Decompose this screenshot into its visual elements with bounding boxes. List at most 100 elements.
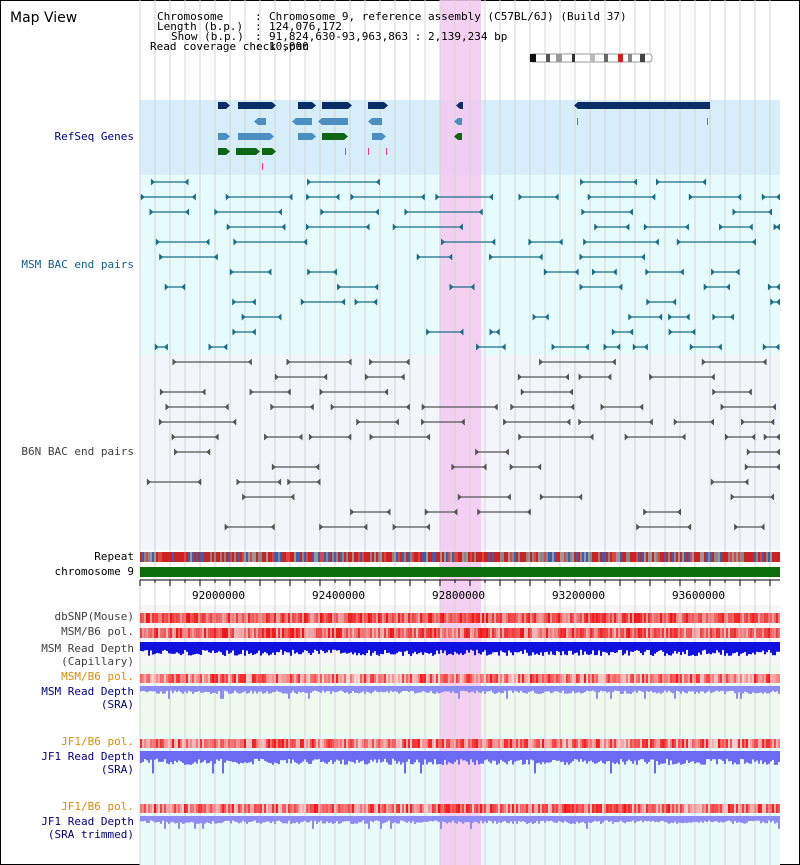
read-depth-bar [490, 751, 492, 764]
bac-end-marker [772, 403, 777, 411]
read-depth-bar [288, 642, 290, 653]
polymorphism-cell [312, 613, 314, 623]
read-depth-bar [338, 686, 340, 692]
polymorphism-cell [702, 674, 704, 683]
track-label-jf1-b6-pol-2[interactable]: JF1/B6 pol. [61, 800, 134, 813]
read-depth-bar [344, 642, 346, 653]
repeat-block [526, 552, 528, 562]
bac-end-marker [528, 238, 533, 246]
bac-end-marker [330, 403, 335, 411]
read-depth-bar [204, 686, 206, 692]
track-label-b6n-bac[interactable]: B6N BAC end pairs [21, 445, 134, 458]
read-depth-bar [696, 751, 698, 763]
read-depth-bar [510, 686, 512, 691]
repeat-block [200, 552, 202, 562]
repeat-block [508, 552, 510, 562]
polymorphism-cell [510, 804, 512, 813]
track-label-msm-b6-pol-1[interactable]: MSM/B6 pol. [61, 625, 134, 638]
repeat-block [334, 552, 336, 562]
polymorphism-cell [342, 804, 344, 813]
read-depth-bar [750, 642, 752, 655]
polymorphism-cell [570, 739, 572, 748]
polymorphism-cell [212, 674, 214, 683]
polymorphism-cell [724, 628, 726, 638]
repeat-block [616, 552, 618, 562]
track-label-jf1-depth-trim-1[interactable]: JF1 Read Depth [41, 815, 134, 828]
track-label-msm-bac[interactable]: MSM BAC end pairs [21, 258, 134, 271]
polymorphism-cell [630, 628, 632, 638]
read-depth-bar [656, 751, 658, 762]
read-depth-bar [168, 642, 170, 654]
read-depth-bar [358, 751, 360, 763]
polymorphism-cell [142, 674, 144, 683]
read-depth-bar [222, 642, 224, 655]
polymorphism-cell [170, 804, 172, 813]
track-label-repeat[interactable]: Repeat [94, 550, 134, 563]
read-depth-bar [352, 686, 354, 691]
polymorphism-cell [300, 739, 302, 748]
polymorphism-cell [458, 739, 460, 748]
polymorphism-cell [682, 674, 684, 683]
read-depth-bar [474, 816, 476, 822]
polymorphism-cell [376, 739, 378, 748]
polymorphism-cell [168, 613, 170, 623]
polymorphism-cell [694, 628, 696, 638]
track-label-jf1-depth-sra-2[interactable]: (SRA) [100, 763, 134, 776]
track-label-dbsnp[interactable]: dbSNP(Mouse) [54, 610, 134, 623]
polymorphism-cell [316, 628, 318, 638]
read-depth-bar [700, 816, 702, 822]
polymorphism-cell [396, 739, 398, 748]
polymorphism-cell [290, 628, 292, 638]
polymorphism-cell [300, 613, 302, 623]
track-label-msm-depth-sra-2[interactable]: (SRA) [100, 698, 134, 711]
read-depth-bar [172, 686, 174, 694]
polymorphism-cell [604, 804, 606, 813]
polymorphism-cell [732, 613, 734, 623]
track-label-refseq[interactable]: RefSeq Genes [54, 130, 134, 143]
read-depth-bar [684, 642, 686, 655]
bac-end-marker [319, 523, 324, 531]
repeat-block [236, 552, 238, 562]
polymorphism-cell [676, 739, 678, 748]
polymorphism-cell [486, 739, 488, 748]
read-depth-bar [612, 816, 614, 824]
track-label-jf1-depth-sra-1[interactable]: JF1 Read Depth [41, 750, 134, 763]
gene-feature [296, 118, 312, 125]
read-depth-bar [708, 751, 710, 760]
polymorphism-cell [380, 628, 382, 638]
read-depth-bar [240, 816, 242, 823]
track-label-msm-depth-cap-2[interactable]: (Capillary) [61, 655, 134, 668]
track-label-jf1-depth-trim-2[interactable]: (SRA trimmed) [47, 828, 134, 841]
read-depth-bar [592, 686, 594, 691]
read-depth-bar [150, 816, 152, 821]
polymorphism-cell [334, 628, 336, 638]
polymorphism-cell [752, 613, 754, 623]
polymorphism-cell [380, 804, 382, 813]
track-label-chromosome[interactable]: chromosome 9 [54, 565, 134, 578]
read-depth-bar [344, 686, 346, 693]
read-depth-bar [292, 686, 294, 691]
polymorphism-cell [720, 628, 722, 638]
bac-end-marker [532, 313, 537, 321]
track-label-msm-b6-pol-2[interactable]: MSM/B6 pol. [61, 670, 134, 683]
polymorphism-cell [292, 804, 294, 813]
track-label-jf1-b6-pol-1[interactable]: JF1/B6 pol. [61, 735, 134, 748]
polymorphism-cell [310, 739, 312, 748]
repeat-block [300, 552, 302, 562]
polymorphism-cell [378, 674, 380, 683]
read-depth-bar [704, 751, 706, 765]
read-depth-bar [470, 816, 472, 829]
track-label-msm-depth-sra-1[interactable]: MSM Read Depth [41, 685, 134, 698]
polymorphism-cell [296, 628, 298, 638]
polymorphism-cell [380, 613, 382, 623]
polymorphism-cell [428, 628, 430, 638]
polymorphism-cell [374, 674, 376, 683]
show-value: 91,824,630-93,963,863 : 2,139,234 bp [269, 30, 508, 43]
read-depth-bar [226, 686, 228, 692]
read-depth-bar [380, 642, 382, 654]
polymorphism-cell [254, 804, 256, 813]
read-depth-bar [654, 686, 656, 693]
polymorphism-cell [320, 613, 322, 623]
track-label-msm-depth-cap-1[interactable]: MSM Read Depth [41, 642, 134, 655]
